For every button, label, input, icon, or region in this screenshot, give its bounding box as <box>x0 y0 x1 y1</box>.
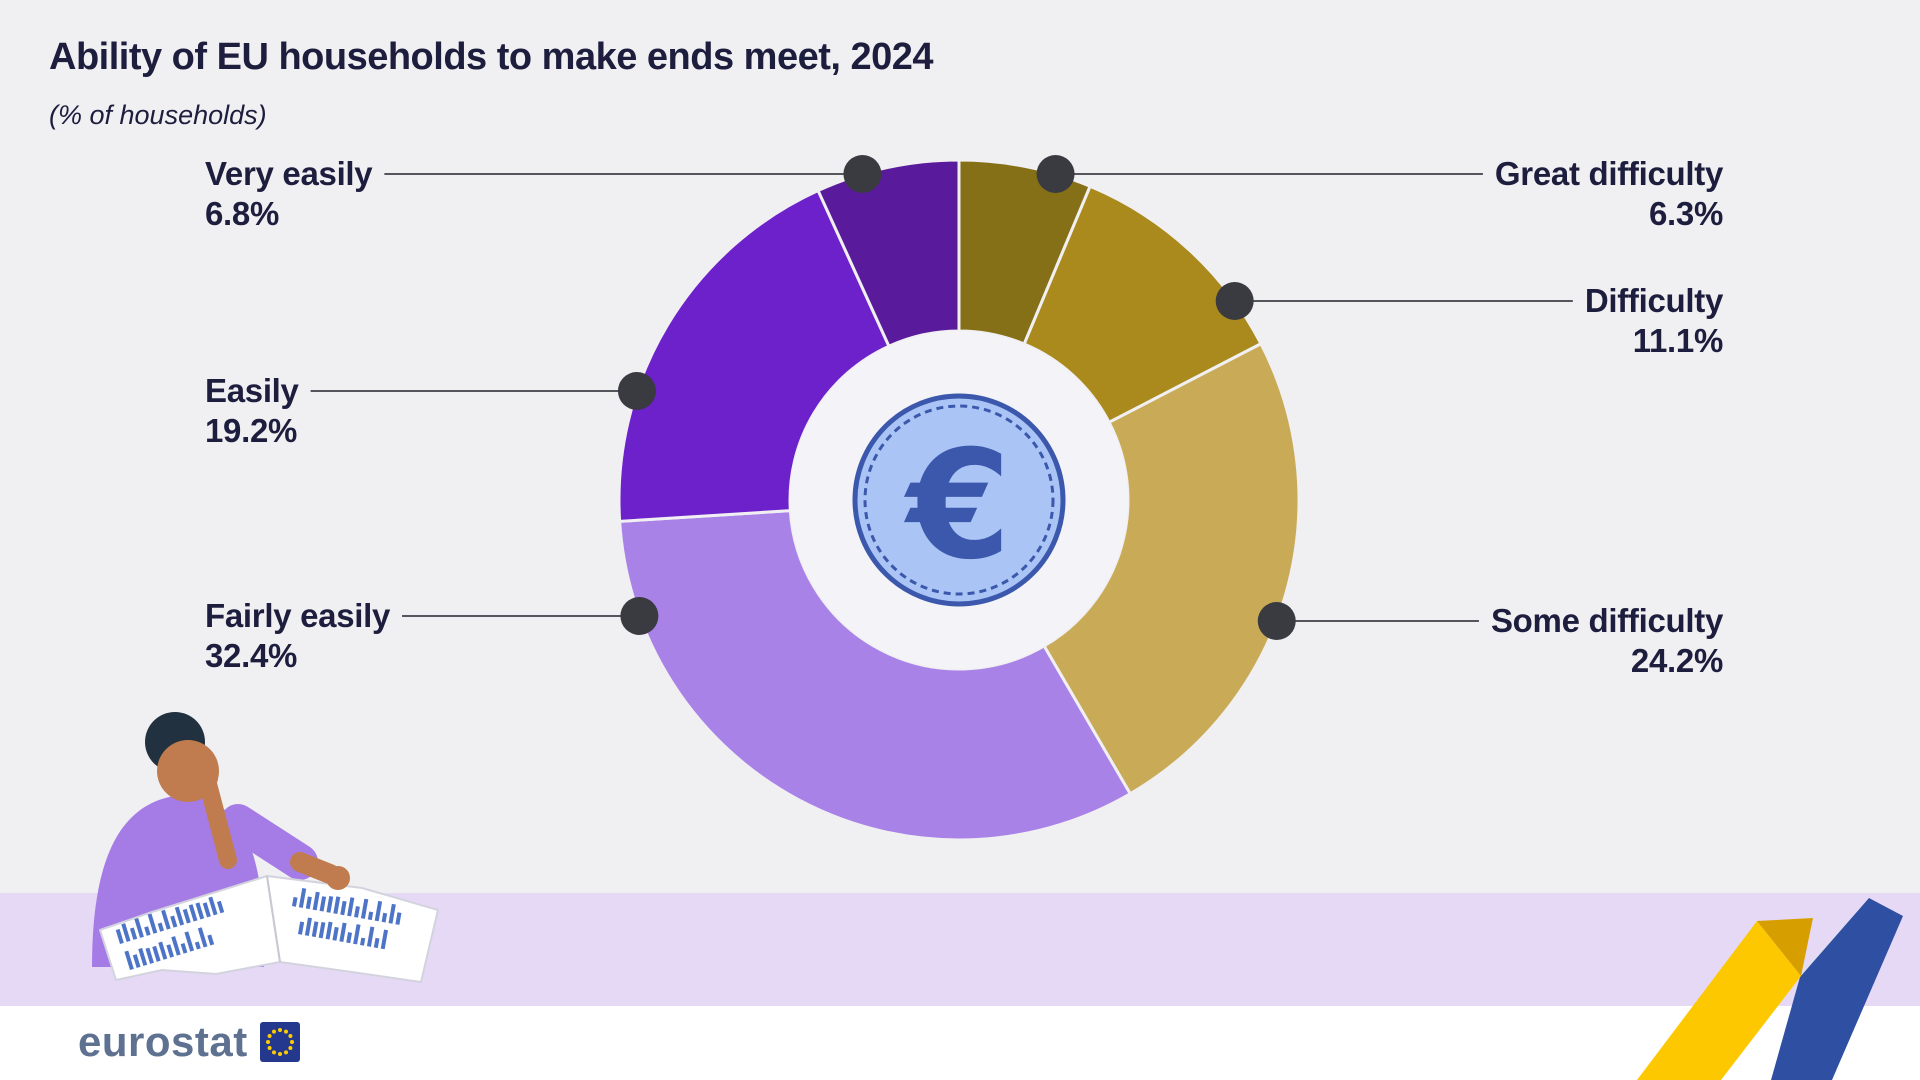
leader-dot-easily <box>617 372 656 410</box>
ribbon-fold <box>1757 918 1813 976</box>
newspaper-bar-cluster <box>292 888 402 925</box>
slice-name: Great difficulty <box>1494 155 1723 192</box>
chart-subtitle: (% of households) <box>49 100 267 130</box>
leader-dot-difficulty <box>1215 282 1254 320</box>
slice-label-fairly-easily: Fairly easily 32.4% <box>205 596 390 676</box>
eu-flag-icon <box>259 1022 300 1062</box>
slice-name: Difficulty <box>1584 282 1723 319</box>
footer-white-band <box>0 1006 1920 1080</box>
slice-value: 32.4% <box>205 637 298 674</box>
eurostat-logo: eurostat <box>78 1018 300 1066</box>
euro-coin-ridge <box>863 404 1055 596</box>
slice-value: 6.8% <box>205 195 280 232</box>
newspaper-fold <box>266 875 281 963</box>
newspaper <box>99 875 439 983</box>
leader-dot-some-difficulty <box>1257 602 1296 640</box>
slice-name: Easily <box>205 372 299 409</box>
slice-value: 6.3% <box>1648 195 1723 232</box>
slice-label-great-difficulty: Great difficulty 6.3% <box>1495 154 1723 234</box>
eurostat-logo-text: eurostat <box>78 1018 248 1065</box>
person-forearm <box>290 852 340 884</box>
ribbon-blue <box>1771 898 1903 1080</box>
newspaper-bar-cluster <box>124 927 215 970</box>
chart-title: Ability of EU households to make ends me… <box>49 36 934 78</box>
newspaper-bar-cluster <box>298 917 389 950</box>
slice-label-difficulty: Difficulty 11.1% <box>1585 281 1723 361</box>
slice-label-some-difficulty: Some difficulty 24.2% <box>1491 601 1723 681</box>
slice-value: 11.1% <box>1632 322 1724 359</box>
leader-dot-very-easily <box>843 155 882 193</box>
euro-coin-icon <box>852 393 1066 607</box>
newspaper-bar-charts <box>115 888 402 970</box>
newspaper-bar-cluster <box>115 896 225 944</box>
person-hand <box>326 866 350 890</box>
ribbon-yellow <box>1637 921 1801 1080</box>
slice-name: Some difficulty <box>1490 602 1723 639</box>
leader-dot-fairly-easily <box>620 597 659 635</box>
slice-name: Fairly easily <box>205 597 391 634</box>
person-upper-arm <box>220 804 318 880</box>
slice-label-easily: Easily 19.2% <box>205 371 299 451</box>
euro-symbol: € <box>904 419 1011 593</box>
leader-dot-great-difficulty <box>1036 155 1075 193</box>
newspaper-left-page <box>99 875 281 981</box>
slice-label-very-easily: Very easily 6.8% <box>205 154 373 234</box>
person-raised-hand <box>196 767 218 789</box>
slice-name: Very easily <box>205 155 373 192</box>
slice-value: 19.2% <box>205 412 298 449</box>
slice-value: 24.2% <box>1630 642 1723 679</box>
person-raised-forearm <box>199 775 237 869</box>
